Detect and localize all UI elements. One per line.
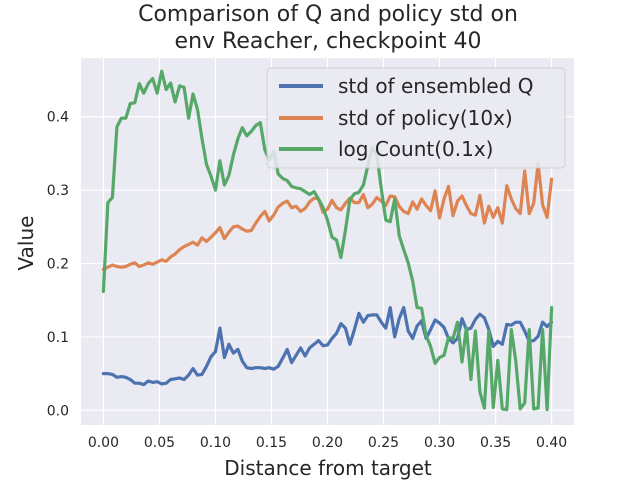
x-tick-label: 0.20 — [312, 435, 343, 451]
legend-label-count: log Count(0.1x) — [338, 137, 494, 161]
chart-title-line-1: Comparison of Q and policy std on — [138, 2, 518, 27]
y-tick-label: 0.1 — [47, 330, 69, 346]
x-axis-label: Distance from target — [224, 456, 432, 480]
y-axis-label: Value — [14, 216, 38, 271]
series-layer — [101, 69, 554, 412]
ticks: 0.00 0.05 0.10 0.15 0.20 0.25 0.30 0.35 0.40 0.0 0… — [47, 110, 567, 451]
x-tick-label: 0.00 — [88, 435, 119, 451]
x-tick-label: 0.10 — [200, 435, 231, 451]
legend: std of ensembled Q std of policy(10x) lo… — [266, 67, 566, 169]
x-tick-label: 0.40 — [536, 435, 567, 451]
y-tick-label: 0.0 — [47, 403, 69, 419]
y-tick-label: 0.3 — [47, 183, 69, 199]
x-tick-label: 0.30 — [424, 435, 455, 451]
x-tick-label: 0.25 — [368, 435, 399, 451]
legend-box — [266, 67, 566, 169]
legend-label-policy: std of policy(10x) — [338, 106, 513, 130]
legend-label-q: std of ensembled Q — [338, 74, 534, 98]
series-std-policy-line — [101, 162, 554, 271]
y-tick-label: 0.2 — [47, 257, 69, 273]
x-tick-label: 0.15 — [256, 435, 287, 451]
x-tick-label: 0.05 — [144, 435, 175, 451]
series-log-count-line — [101, 69, 554, 412]
x-tick-label: 0.35 — [480, 435, 511, 451]
y-tick-label: 0.4 — [47, 110, 69, 126]
series-std-ensembled-q-line — [101, 306, 554, 387]
chart-title-line-2: env Reacher, checkpoint 40 — [175, 29, 482, 54]
